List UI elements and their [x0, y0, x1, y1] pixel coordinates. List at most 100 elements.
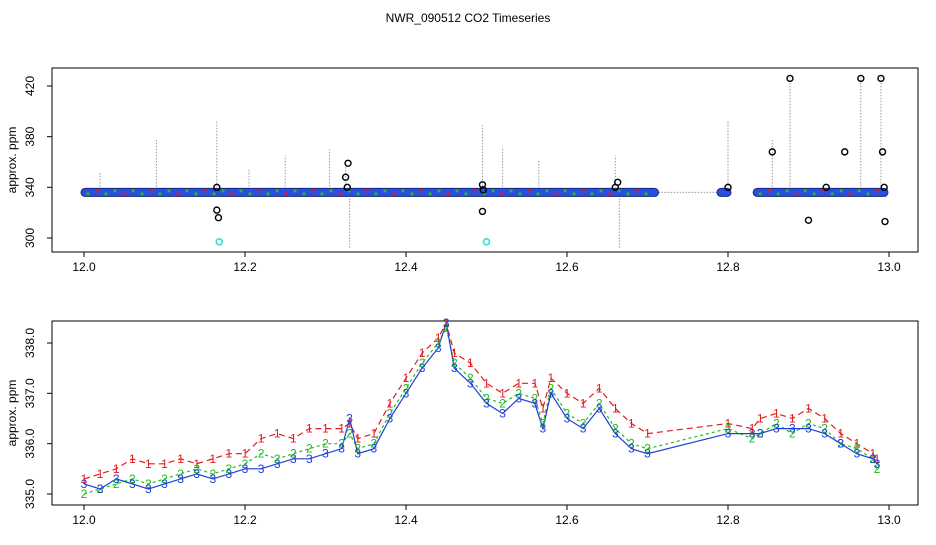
top-band-speck: [95, 189, 99, 193]
series-2-symbol: 2: [628, 437, 635, 451]
top-band-speck: [428, 192, 432, 196]
series-1-symbol: 1: [97, 467, 104, 481]
series-3-symbol: 3: [837, 437, 844, 451]
top-outlier-point-1: [213, 206, 221, 214]
series-3-symbol: 3: [483, 396, 490, 410]
series-1-symbol: 1: [540, 401, 547, 415]
series-2-symbol: 2: [837, 437, 844, 451]
series-1-symbol: 1: [145, 457, 152, 471]
top-outlier-point-12: [768, 148, 776, 156]
series-1-symbol: 1: [853, 437, 860, 451]
series-3-symbol: 3: [515, 391, 522, 405]
top-band-speck: [338, 192, 342, 196]
bottom-series-lines: [83, 321, 878, 495]
series-1-symbol: 1: [564, 386, 571, 400]
top-outlier-point-19: [878, 148, 887, 156]
series-2-symbol: 2: [387, 406, 394, 420]
top-outlier-point-3: [344, 159, 352, 167]
top-band-speck: [122, 192, 126, 196]
top-band-speck: [104, 192, 108, 196]
top-outlier-point-17: [857, 74, 865, 83]
series-1-symbol: 1: [644, 427, 651, 441]
bottom-x-tick-label: 12.4: [394, 513, 418, 527]
top-outlier-points: [213, 74, 889, 246]
series-1-symbol: 1: [346, 417, 353, 431]
top-band-speck: [581, 189, 585, 193]
series-2-symbol: 2: [443, 321, 450, 335]
top-band-speck: [455, 189, 459, 193]
top-outlier-point-16: [841, 148, 849, 156]
series-1-symbol: 1: [837, 427, 844, 441]
series-3-symbol: 3: [757, 427, 764, 441]
top-band-speck: [545, 189, 549, 193]
series-3-symbol: 3: [129, 477, 136, 491]
bottom-y-tick-label: 338.0: [23, 328, 37, 358]
series-1-symbol: 1: [805, 401, 812, 415]
series-2-symbol: 2: [483, 391, 490, 405]
series-1-symbol: 1: [258, 432, 265, 446]
top-band-speck: [86, 192, 90, 196]
series-2-symbol: 2: [161, 472, 168, 486]
top-flagged-point-1: [482, 238, 491, 246]
top-band-speck: [491, 189, 495, 193]
top-band-speck: [608, 192, 612, 196]
bottom-x-tick-label: 12.2: [233, 513, 257, 527]
series-1-symbol: 1: [874, 452, 881, 466]
series-2-symbol: 2: [564, 406, 571, 420]
top-band-speck: [830, 192, 834, 196]
top-y-tick-label: 380: [23, 126, 37, 146]
bottom-plot-frame: [51, 320, 919, 506]
series-2-symbol: 2: [97, 482, 104, 496]
series-3-symbol: 3: [580, 422, 587, 436]
series-1-symbol: 1: [725, 417, 732, 431]
series-3-symbol: 3: [853, 447, 860, 461]
top-x-tick-label: 13.0: [877, 260, 901, 274]
top-band-speck: [293, 189, 297, 193]
top-band-speck: [839, 189, 843, 193]
series-1-symbol: 1: [821, 412, 828, 426]
series-3-symbol: 3: [242, 462, 249, 476]
series-2-symbol: 2: [419, 356, 426, 370]
series-3-symbol: 3: [805, 422, 812, 436]
top-band-speck: [302, 192, 306, 196]
top-band-speck: [536, 192, 540, 196]
series-2-symbol: 2: [531, 391, 538, 405]
top-data-band-0: [80, 187, 660, 197]
series-2-symbol: 2: [193, 462, 200, 476]
series-2-symbol: 2: [403, 381, 410, 395]
top-stems: [99, 77, 882, 249]
series-3-symbol: 3: [290, 452, 297, 466]
series-2-symbol: 2: [853, 442, 860, 456]
series-2-symbol: 2: [805, 417, 812, 431]
top-axes: 12.0 12.2 12.4 12.6 12.8 13.0 300 340 380 420: [23, 76, 901, 274]
top-band-speck: [464, 192, 468, 196]
series-2-symbol: 2: [515, 386, 522, 400]
top-band-speck: [113, 189, 117, 193]
series-1-symbol: 1: [290, 432, 297, 446]
top-band-speck: [785, 189, 789, 193]
top-band-speck: [257, 189, 261, 193]
series-1-symbol: 1: [628, 417, 635, 431]
top-band-speck: [875, 189, 879, 193]
series-2-symbol: 2: [129, 472, 136, 486]
series-1-symbol: 1: [81, 472, 88, 486]
bottom-x-tick-label: 12.6: [555, 513, 579, 527]
series-2-symbol: 2: [789, 427, 796, 441]
top-band-speck: [374, 192, 378, 196]
top-outlier-point-15: [822, 183, 830, 192]
series-1-symbol: 1: [773, 406, 780, 420]
series-1-symbol: 1: [209, 452, 216, 466]
series-3-symbol: 3: [531, 396, 538, 410]
top-band-speck: [776, 192, 780, 196]
top-band-speck: [626, 192, 630, 196]
top-x-tick-label: 12.6: [555, 260, 579, 274]
top-band-speck: [644, 192, 648, 196]
top-band-speck: [572, 192, 576, 196]
series-1-symbol: 1: [419, 346, 426, 360]
series-2-symbol: 2: [467, 371, 474, 385]
series-3-symbol: 3: [258, 462, 265, 476]
series-1-symbol: 1: [338, 422, 345, 436]
series-3-symbol: 3: [370, 442, 377, 456]
top-outlier-point-2: [214, 214, 223, 222]
